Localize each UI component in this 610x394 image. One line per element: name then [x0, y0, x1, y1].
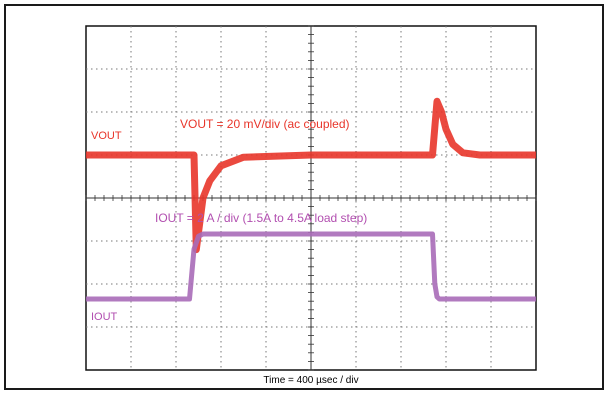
iout-trace [86, 231, 536, 302]
oscilloscope-frame [4, 4, 604, 390]
vout-scale-label: VOUT = 20 mV/div (ac coupled) [180, 117, 350, 131]
x-axis-label: Time = 400 µsec / div [263, 375, 358, 386]
iout-channel-label: IOUT [91, 311, 118, 323]
traces [86, 97, 536, 302]
vout-channel-label: VOUT [91, 130, 122, 142]
iout-scale-label: IOUT = 2 A / div (1.5A to 4.5A load step… [155, 211, 367, 225]
